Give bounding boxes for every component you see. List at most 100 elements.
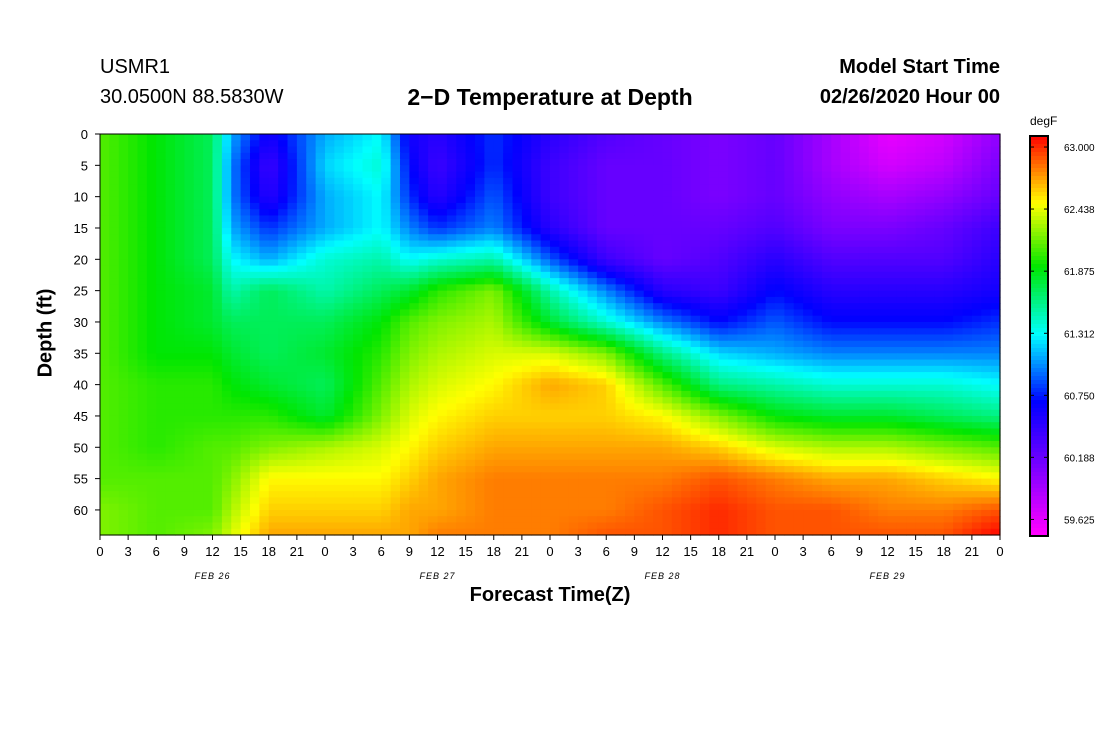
heatmap-cell [493,390,504,398]
heatmap-cell [728,259,739,267]
heatmap-cell [906,202,917,210]
heatmap-cell [465,227,476,235]
heatmap-cell [878,340,889,348]
heatmap-cell [465,253,476,260]
heatmap-cell [803,284,814,292]
heatmap-cell [775,184,785,191]
heatmap-cell [812,365,823,373]
heatmap-cell [821,165,832,173]
heatmap-cell [390,159,401,166]
heatmap-cell [550,227,560,235]
heatmap-cell [643,378,654,386]
heatmap-cell [587,227,598,235]
heatmap-cell [409,240,420,248]
heatmap-cell [306,334,317,342]
heatmap-cell [493,321,504,329]
heatmap-cell [596,309,607,317]
heatmap-cell [915,240,926,248]
heatmap-cell [446,384,457,392]
heatmap-cell [896,403,907,411]
heatmap-cell [812,278,823,285]
heatmap-cell [925,390,935,398]
heatmap-cell [615,409,626,417]
heatmap-cell [240,428,251,436]
heatmap-cell [437,347,448,354]
heatmap-cell [896,303,907,311]
heatmap-cell [850,134,860,141]
heatmap-cell [184,403,195,411]
heatmap-cell [418,284,429,292]
heatmap-cell [165,321,176,329]
heatmap-cell [100,409,110,417]
heatmap-cell [531,177,542,185]
heatmap-cell [821,315,832,323]
heatmap-cell [156,441,167,448]
heatmap-cell [803,152,814,160]
heatmap-cell [990,221,1001,229]
heatmap-cell [362,409,373,417]
heatmap-cell [418,378,429,386]
heatmap-cell [868,447,879,455]
heatmap-cell [756,284,767,292]
heatmap-cell [165,378,176,386]
heatmap-cell [821,140,832,148]
heatmap-cell [109,159,120,166]
heatmap-cell [625,184,635,191]
heatmap-cell [371,359,382,367]
heatmap-cell [746,184,757,191]
heatmap-cell [643,434,654,442]
heatmap-cell [193,309,204,317]
heatmap-cell [268,453,279,461]
heatmap-cell [925,447,935,455]
heatmap-cell [821,296,832,304]
heatmap-cell [728,409,739,417]
heatmap-cell [653,415,664,423]
heatmap-cell [681,415,692,423]
heatmap-cell [475,290,485,298]
heatmap-cell [859,434,870,442]
heatmap-cell [250,284,260,292]
heatmap-cell [212,190,223,198]
heatmap-cell [540,202,551,210]
heatmap-cell [137,390,148,398]
heatmap-cell [521,428,532,436]
heatmap-cell [493,353,504,361]
heatmap-cell [371,409,382,417]
heatmap-cell [184,415,195,423]
heatmap-cell [531,165,542,173]
heatmap-cell [990,165,1001,173]
heatmap-cell [737,240,748,248]
heatmap-cell [193,165,204,173]
heatmap-cell [709,359,720,367]
heatmap-cell [428,221,439,229]
heatmap-cell [784,384,795,392]
heatmap-cell [484,190,495,198]
heatmap-cell [971,347,982,354]
heatmap-cell [690,397,701,405]
heatmap-cell [203,328,214,336]
heatmap-cell [137,215,148,223]
heatmap-cell [128,177,139,185]
heatmap-cell [250,234,260,242]
heatmap-cell [925,428,935,436]
heatmap-cell [643,353,654,361]
heatmap-cell [559,234,570,242]
heatmap-cell [221,215,232,223]
heatmap-cell [728,328,739,336]
heatmap-cell [821,303,832,311]
heatmap-cell [925,365,935,373]
heatmap-cell [259,447,270,455]
heatmap-cell [596,209,607,217]
heatmap-cell [559,134,570,141]
heatmap-cell [596,384,607,392]
heatmap-cell [184,340,195,348]
heatmap-cell [296,246,307,254]
heatmap-cell [456,303,467,311]
heatmap-cell [531,422,542,430]
heatmap-cell [775,353,785,361]
heatmap-cell [887,246,898,254]
heatmap-cell [475,309,485,317]
heatmap-cell [334,296,345,304]
heatmap-cell [803,190,814,198]
heatmap-cell [343,190,354,198]
